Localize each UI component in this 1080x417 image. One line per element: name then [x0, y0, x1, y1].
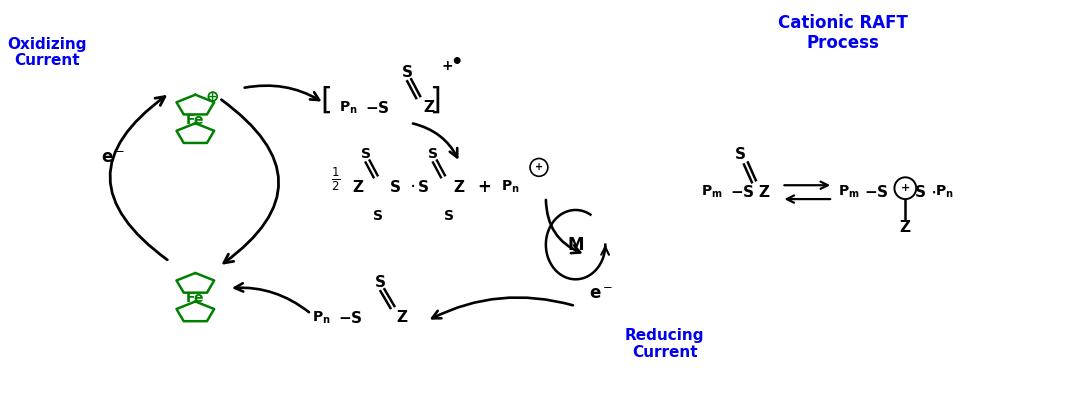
Text: [: [: [320, 85, 332, 115]
Text: $\mathbf{-S}$: $\mathbf{-S}$: [730, 184, 754, 200]
Text: $\mathbf{P_n}$: $\mathbf{P_n}$: [338, 100, 357, 116]
Text: $\frac{1}{2}$: $\frac{1}{2}$: [332, 166, 340, 193]
FancyArrowPatch shape: [221, 100, 279, 263]
Text: Cationic RAFT
Process: Cationic RAFT Process: [778, 14, 908, 52]
Circle shape: [894, 177, 916, 199]
Text: $\mathbf{P_n}$: $\mathbf{P_n}$: [312, 310, 330, 326]
Text: +: +: [208, 91, 217, 101]
Text: $\mathbf{P_m}$: $\mathbf{P_m}$: [838, 184, 860, 200]
Text: +: +: [901, 183, 910, 193]
Text: Z: Z: [396, 310, 408, 325]
Text: •: •: [450, 53, 463, 72]
Text: Fe: Fe: [186, 113, 204, 127]
Text: $\mathbf{-S}$: $\mathbf{-S}$: [864, 184, 889, 200]
Text: S: S: [428, 148, 438, 161]
Text: Z: Z: [900, 220, 910, 235]
Text: e$^-$: e$^-$: [102, 148, 125, 166]
FancyArrowPatch shape: [432, 297, 572, 318]
FancyArrowPatch shape: [234, 283, 309, 312]
Text: S: S: [418, 180, 429, 195]
Text: +: +: [477, 178, 491, 196]
Text: $\mathbf{S}$: $\mathbf{S}$: [915, 184, 927, 200]
Text: Z: Z: [454, 180, 464, 195]
Text: ·: ·: [410, 178, 416, 197]
Text: Z: Z: [352, 180, 363, 195]
Text: S: S: [361, 148, 370, 161]
Text: S: S: [373, 209, 382, 223]
Text: Reducing
Current: Reducing Current: [625, 328, 704, 359]
Text: $\mathbf{P_m}$: $\mathbf{P_m}$: [701, 184, 723, 200]
FancyArrowPatch shape: [413, 123, 457, 157]
Text: Fe: Fe: [186, 291, 204, 305]
Text: M: M: [567, 236, 584, 254]
Text: ]: ]: [429, 85, 441, 115]
FancyArrowPatch shape: [545, 200, 580, 253]
FancyArrowPatch shape: [110, 97, 167, 260]
Text: S: S: [375, 275, 386, 290]
Text: +: +: [441, 59, 453, 73]
Text: $\cdot$: $\cdot$: [930, 183, 936, 202]
Text: S: S: [390, 180, 401, 195]
Text: Z: Z: [423, 100, 434, 116]
FancyArrowPatch shape: [244, 85, 320, 100]
Text: S: S: [444, 209, 454, 223]
Text: $\mathbf{P_n}$: $\mathbf{P_n}$: [501, 179, 519, 196]
Circle shape: [208, 92, 217, 101]
Text: $\mathbf{P_n}$: $\mathbf{P_n}$: [934, 184, 954, 200]
Text: $\mathbf{-S}$: $\mathbf{-S}$: [365, 100, 390, 116]
Text: $\mathbf{-S}$: $\mathbf{-S}$: [338, 310, 363, 326]
Text: S: S: [402, 65, 413, 80]
Text: Oxidizing
Current: Oxidizing Current: [8, 37, 86, 68]
Text: e$^-$: e$^-$: [590, 285, 613, 303]
Circle shape: [530, 158, 548, 176]
Text: +: +: [535, 162, 543, 172]
Text: Z: Z: [758, 185, 769, 200]
Text: S: S: [734, 148, 745, 163]
